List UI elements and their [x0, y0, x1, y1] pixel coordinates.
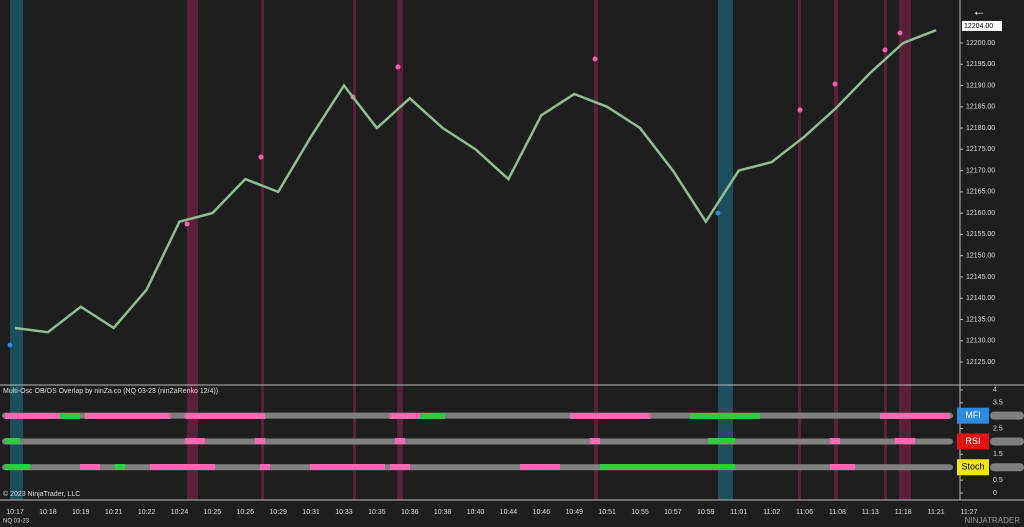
x-tick-label: 11:27 — [961, 509, 978, 516]
x-tick-label: 10:19 — [72, 509, 90, 516]
x-tick-label: 11:02 — [763, 509, 780, 516]
back-button[interactable]: ← — [972, 3, 986, 19]
y-tick-label: 12190.00 — [966, 82, 995, 89]
legend-badge — [957, 407, 989, 424]
x-tick-label: 11:13 — [862, 509, 879, 516]
x-tick-label: 10:38 — [434, 509, 452, 516]
x-tick-label: 10:22 — [138, 509, 156, 516]
y-tick-label: 12140.00 — [966, 295, 995, 302]
y-tick-label: 12185.00 — [966, 104, 995, 111]
brand: NINJATRADER — [965, 516, 1021, 525]
legend-badge — [957, 459, 989, 476]
y-tick-label: 12180.00 — [966, 125, 995, 132]
level-marker — [990, 411, 1024, 420]
x-tick-label: 11:21 — [928, 509, 945, 516]
y-tick-label: 3.5 — [993, 400, 1003, 407]
legend-label: MFI — [965, 410, 981, 420]
y-tick-label: 0 — [993, 490, 997, 497]
last-price-box — [962, 20, 1002, 31]
legend-label: Stoch — [961, 462, 984, 472]
x-tick-label: 10:33 — [335, 509, 353, 516]
y-tick-label: 12200.00 — [966, 40, 995, 47]
last-price-label: 12204.00 — [964, 23, 993, 30]
x-tick-label: 10:57 — [664, 509, 682, 516]
level-marker — [990, 437, 1024, 446]
state-segments — [5, 413, 950, 470]
y-tick-label: 12135.00 — [966, 316, 995, 323]
y-tick-label: 12175.00 — [966, 146, 995, 153]
signal-dots — [7, 30, 903, 348]
x-tick-label: 11:08 — [829, 509, 846, 516]
y-tick-label: 12155.00 — [966, 231, 995, 238]
x-tick-label: 10:35 — [368, 509, 386, 516]
highlight-bands — [10, 0, 911, 500]
legend-label: RSI — [965, 436, 980, 446]
x-tick-label: 10:40 — [467, 509, 485, 516]
price-line — [14, 29, 937, 334]
x-tick-label: 10:55 — [631, 509, 649, 516]
x-tick-label: 11:06 — [796, 509, 813, 516]
y-tick-label: 12125.00 — [966, 359, 995, 366]
y-tick-label: 12145.00 — [966, 274, 995, 281]
y-tick-label: 12130.00 — [966, 338, 995, 345]
x-tick-label: 10:25 — [204, 509, 222, 516]
x-tick-label: 11:18 — [895, 509, 912, 516]
y-tick-label: 1.5 — [993, 451, 1003, 458]
x-tick-label: 10:51 — [598, 509, 616, 516]
copyright: © 2023 NinjaTrader, LLC — [3, 490, 80, 498]
y-tick-label: 2.5 — [993, 425, 1003, 432]
y-tick-label: 12165.00 — [966, 189, 995, 196]
x-tick-label: 10:24 — [171, 509, 189, 516]
y-tick-label: 12170.00 — [966, 167, 995, 174]
x-tick-label: 10:29 — [269, 509, 287, 516]
y-tick-label: 0.5 — [993, 477, 1003, 484]
legend-badge — [957, 433, 989, 450]
y-tick-label: 4 — [993, 387, 997, 394]
x-tick-label: 10:49 — [565, 509, 583, 516]
instrument: NQ 03-23 — [3, 519, 30, 525]
x-tick-label: 10:17 — [6, 509, 24, 516]
y-tick-label: 12195.00 — [966, 61, 995, 68]
x-tick-label: 10:31 — [302, 509, 320, 516]
x-tick-label: 10:36 — [401, 509, 419, 516]
x-tick-label: 11:01 — [730, 509, 747, 516]
x-tick-label: 10:59 — [697, 509, 715, 516]
x-tick-label: 10:26 — [237, 509, 255, 516]
x-tick-label: 10:44 — [500, 509, 518, 516]
x-tick-label: 10:46 — [533, 509, 551, 516]
indicator-title: Multi-Osc OB/OS Overlap by ninZa.co (NQ … — [3, 388, 218, 395]
x-tick-label: 10:18 — [39, 509, 57, 516]
y-tick-label: 12150.00 — [966, 253, 995, 260]
level-marker — [990, 463, 1024, 472]
y-tick-label: 12160.00 — [966, 210, 995, 217]
x-tick-label: 10:21 — [105, 509, 123, 516]
